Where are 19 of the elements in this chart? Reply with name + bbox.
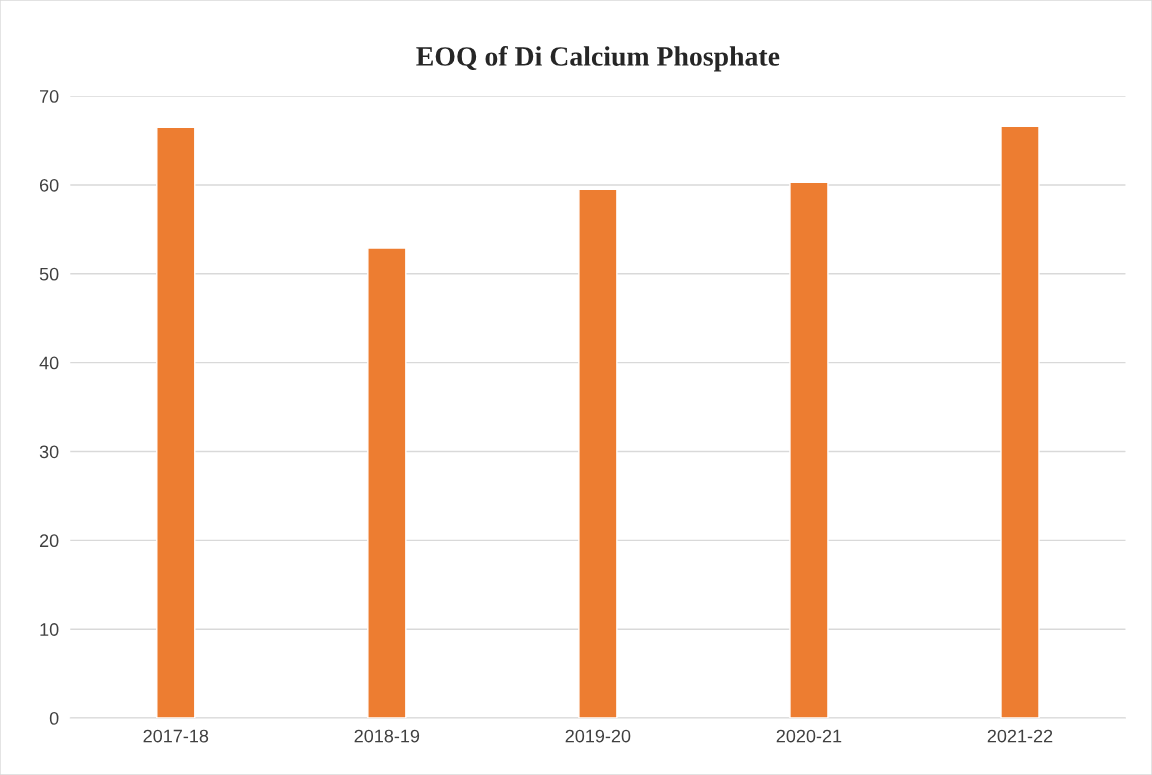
y-tick-label: 30 xyxy=(39,445,59,459)
y-tick-label: 50 xyxy=(39,267,59,281)
x-tick-label: 2018-19 xyxy=(354,729,420,743)
x-tick-label: 2017-18 xyxy=(143,729,209,743)
bar xyxy=(578,188,618,719)
chart-title: EOQ of Di Calcium Phosphate xyxy=(416,45,780,72)
y-tick-label: 60 xyxy=(40,178,59,192)
y-tick-label: 0 xyxy=(49,711,59,725)
bar xyxy=(789,181,829,719)
y-tick-label: 70 xyxy=(40,90,59,103)
bar xyxy=(367,247,407,719)
x-tick-label: 2020-21 xyxy=(776,729,842,743)
bar xyxy=(156,126,196,719)
x-tick-label: 2019-20 xyxy=(565,729,631,743)
y-tick-label: 20 xyxy=(39,534,59,548)
y-tick-label: 40 xyxy=(39,356,59,370)
x-tick-label: 2021-22 xyxy=(987,729,1053,743)
bar xyxy=(1000,125,1040,719)
y-tick-label: 10 xyxy=(40,623,59,636)
